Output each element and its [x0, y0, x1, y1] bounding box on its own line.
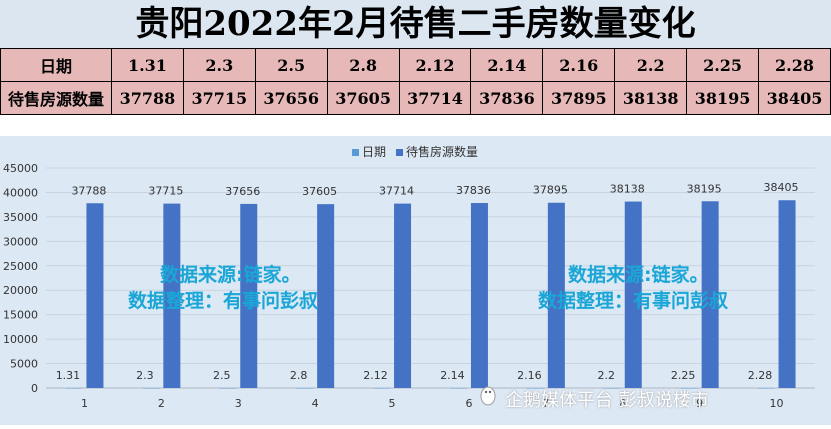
count-cell: 37836	[470, 81, 544, 115]
legend-swatch-series2	[396, 149, 403, 156]
page-title: 贵阳2022年2月待售二手房数量变化	[0, 0, 831, 48]
x-tick-label: 2	[158, 397, 165, 410]
bar-series1	[526, 387, 544, 389]
x-tick-label: 1	[81, 397, 88, 410]
y-tick-label: 30000	[3, 235, 38, 248]
bar-series1	[219, 387, 237, 389]
y-tick-label: 0	[31, 382, 38, 395]
count-cell: 37656	[254, 81, 328, 115]
date-cell: 2.16	[542, 48, 616, 82]
data-label-series2: 38138	[610, 183, 645, 196]
y-tick-label: 25000	[3, 260, 38, 273]
count-cell: 37788	[111, 81, 184, 115]
date-row-header: 日期	[0, 48, 112, 82]
count-cell: 37715	[182, 81, 256, 115]
penguin-icon	[480, 386, 496, 406]
bar-series2	[240, 203, 258, 388]
y-tick-label: 35000	[3, 211, 38, 224]
date-cell: 2.14	[470, 48, 544, 82]
bar-chart: 0 5000 10000 15000 20000 25000 30000 35000 40000…	[3, 144, 815, 410]
date-cell: 2.25	[686, 48, 760, 82]
data-label-series1: 2.14	[440, 369, 465, 382]
footer-brand: 企鹅媒体平台 彭叔说楼市	[505, 390, 709, 411]
data-table: 日期 1.31 2.3 2.5 2.8 2.12 2.14 2.16 2.2 2…	[0, 48, 831, 115]
bar-series2	[778, 200, 796, 388]
date-cell: 2.8	[326, 48, 400, 82]
watermark-left-line2: 数据整理：有事问彭叔	[128, 290, 319, 312]
date-cell: 2.5	[254, 48, 328, 82]
count-cell: 37895	[542, 81, 616, 115]
bar-series1	[65, 387, 83, 389]
x-tick-label: 4	[312, 397, 319, 410]
y-tick-label: 40000	[3, 186, 38, 199]
bar-series2	[701, 201, 719, 388]
x-tick-label: 3	[235, 397, 242, 410]
watermark-right-line2: 数据整理：有事问彭叔	[538, 290, 729, 312]
bar-series2	[394, 203, 412, 388]
data-label-series2: 37895	[533, 184, 568, 197]
count-row: 待售房源数量 37788 37715 37656 37605 37714 378…	[0, 81, 831, 115]
bar-series2	[86, 203, 104, 388]
count-cell: 37714	[398, 81, 472, 115]
legend-swatch-series1	[352, 149, 359, 156]
data-label-series1: 2.8	[290, 369, 308, 382]
date-cell: 2.2	[614, 48, 688, 82]
count-row-header: 待售房源数量	[0, 81, 112, 115]
x-tick-label: 6	[465, 397, 472, 410]
data-label-series1: 2.3	[136, 369, 154, 382]
data-label-series2: 37714	[379, 185, 414, 198]
data-label-series1: 1.31	[56, 369, 81, 382]
bar-series2	[163, 203, 181, 388]
data-label-series2: 37788	[71, 184, 106, 197]
bar-series2	[317, 204, 335, 388]
y-tick-label: 15000	[3, 309, 38, 322]
date-cell: 2.28	[758, 48, 831, 82]
x-tick-label: 10	[770, 397, 784, 410]
x-tick-label: 7	[542, 397, 549, 410]
data-label-series2: 38195	[687, 182, 722, 195]
bar-series1	[373, 387, 391, 389]
data-label-series2: 37715	[148, 185, 183, 198]
bar-series1	[142, 387, 160, 389]
y-tick-label: 45000	[3, 162, 38, 175]
data-label-series1: 2.28	[748, 369, 773, 382]
bar-series1	[449, 387, 467, 389]
data-label-series1: 2.2	[598, 369, 616, 382]
data-label-series2: 38405	[764, 181, 799, 194]
x-tick-label: 8	[619, 397, 626, 410]
data-label-series1: 2.12	[363, 369, 388, 382]
data-label-series1: 2.25	[671, 369, 696, 382]
y-tick-label: 20000	[3, 284, 38, 297]
bar-series1	[296, 387, 314, 389]
y-tick-label: 10000	[3, 333, 38, 346]
bar-series1	[757, 387, 775, 389]
date-cell: 1.31	[111, 48, 184, 82]
bar-series1	[680, 387, 698, 389]
bar-series2	[547, 202, 565, 388]
count-cell: 38195	[686, 81, 760, 115]
count-cell: 38405	[758, 81, 831, 115]
bar-series2	[624, 201, 642, 388]
count-cell: 38138	[614, 81, 688, 115]
data-label-series2: 37605	[302, 185, 337, 198]
watermark-left-line1: 数据来源:链家。	[160, 264, 301, 286]
watermark-right-line1: 数据来源:链家。	[568, 264, 709, 286]
x-tick-label: 5	[389, 397, 396, 410]
date-cell: 2.3	[182, 48, 256, 82]
count-cell: 37605	[326, 81, 400, 115]
y-tick-label: 5000	[10, 358, 38, 371]
x-tick-label: 9	[696, 397, 703, 410]
date-row: 日期 1.31 2.3 2.5 2.8 2.12 2.14 2.16 2.2 2…	[0, 48, 831, 82]
data-label-series1: 2.16	[517, 369, 542, 382]
bar-series2	[470, 203, 488, 388]
bar-series1	[603, 387, 621, 389]
legend-label-series1: 日期	[362, 145, 386, 159]
date-cell: 2.12	[398, 48, 472, 82]
data-label-series1: 2.5	[213, 369, 231, 382]
chart-area: 0 5000 10000 15000 20000 25000 30000 35000 40000…	[0, 136, 831, 425]
data-label-series2: 37656	[225, 185, 260, 198]
legend-label-series2: 待售房源数量	[406, 144, 478, 159]
data-label-series2: 37836	[456, 184, 491, 197]
